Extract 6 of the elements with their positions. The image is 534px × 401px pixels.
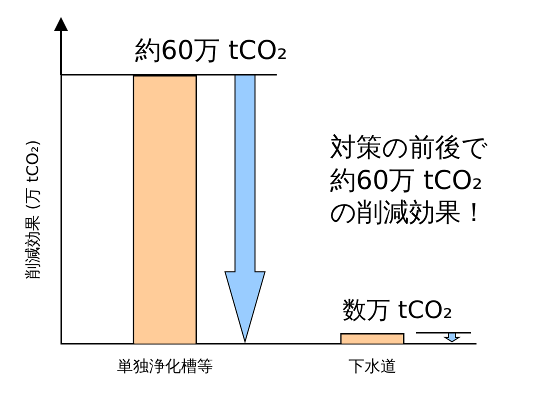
annotation: 数万 tCO₂	[342, 295, 453, 326]
x-tick-label: 下水道	[348, 356, 396, 376]
x-tick-label: 単独浄化槽等	[116, 356, 213, 376]
annotation: 約60万 tCO₂	[134, 34, 288, 67]
y-axis-title: 削減効果 (万 tCO₂)	[22, 140, 42, 279]
annotation: 対策の前後で約60万 tCO₂の削減効果！	[330, 132, 489, 230]
